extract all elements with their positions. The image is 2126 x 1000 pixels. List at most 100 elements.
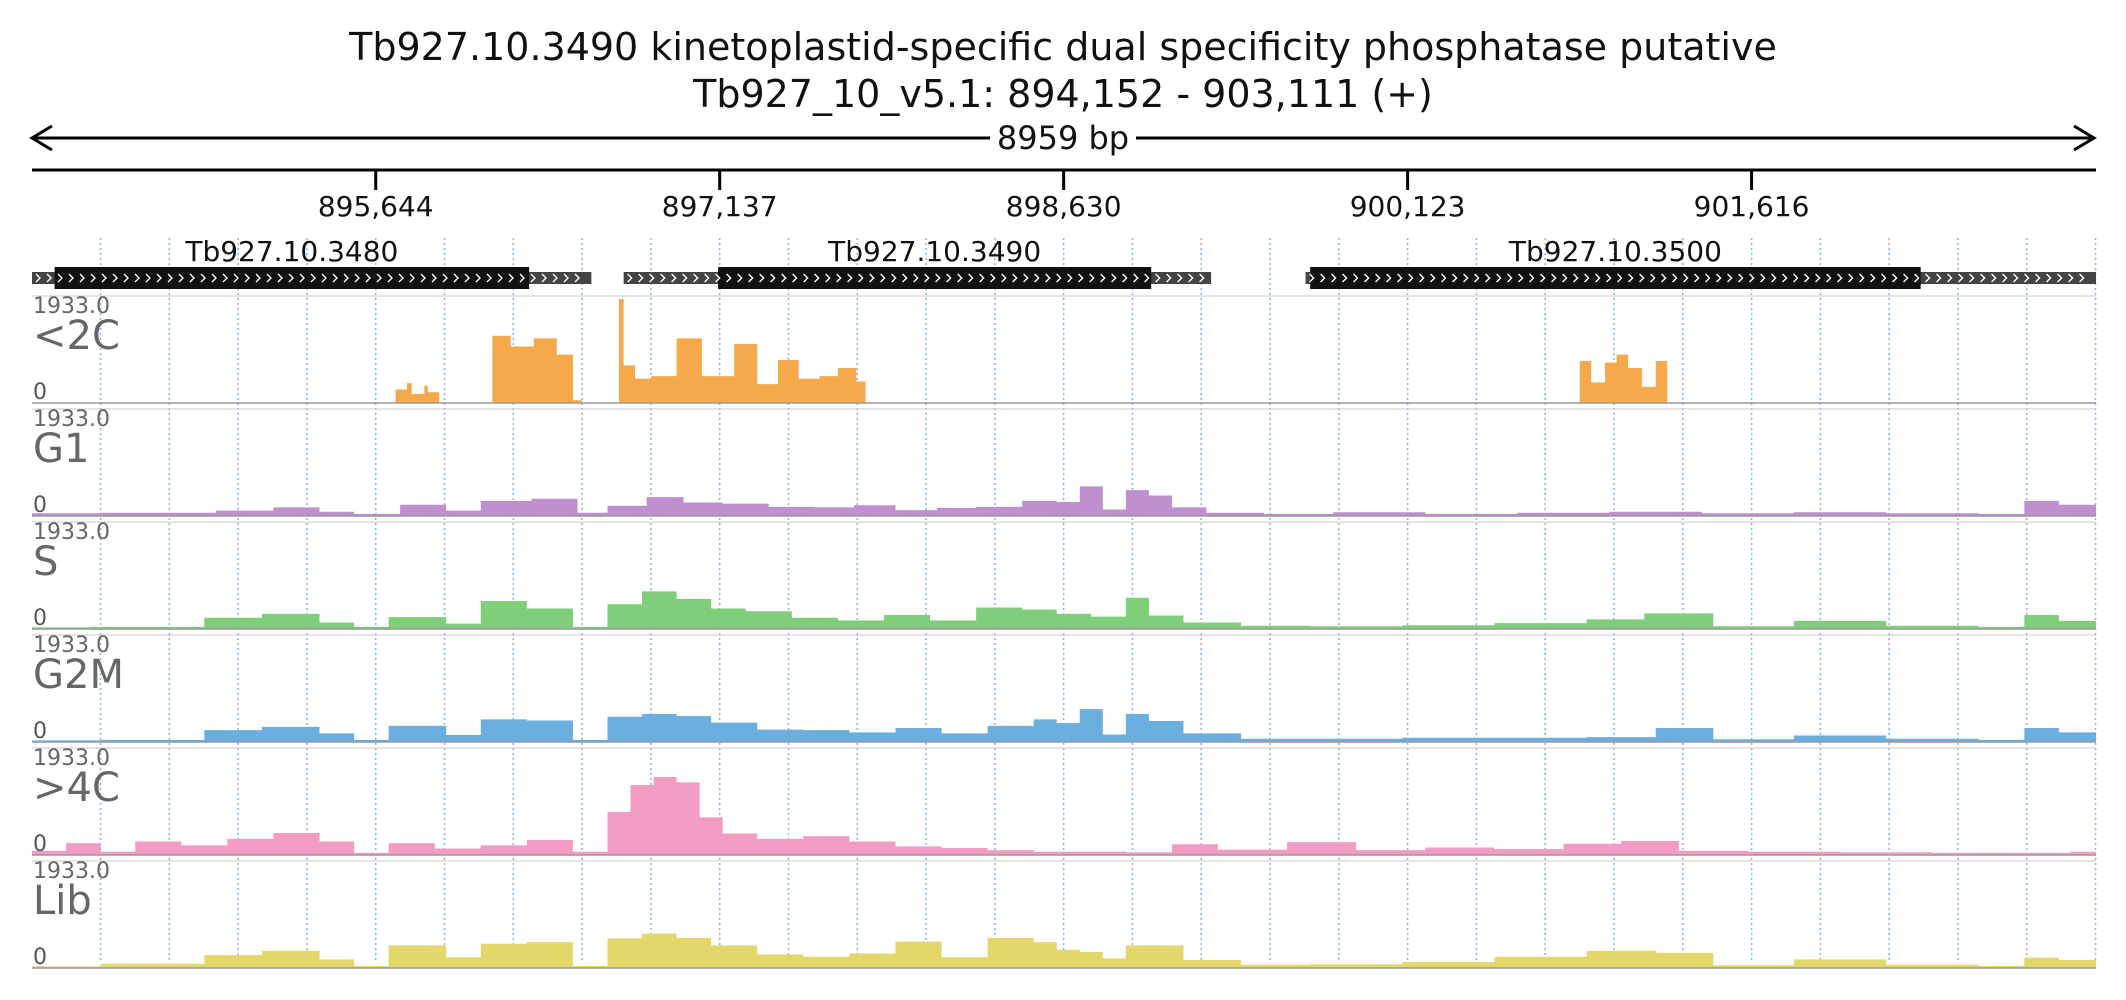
strand-arrow-icon (1573, 273, 1579, 283)
strand-arrow-icon (2079, 273, 2085, 283)
strand-arrow-icon (836, 273, 842, 283)
figure-subtitle: Tb927_10_v5.1: 894,152 - 903,111 (+) (692, 72, 1433, 116)
coverage-series (32, 933, 2096, 968)
strand-arrow-icon (1936, 273, 1942, 283)
strand-arrow-icon (979, 273, 985, 283)
strand-arrow-icon (1452, 273, 1458, 283)
strand-arrow-icon (726, 273, 732, 283)
strand-arrow-icon (464, 273, 470, 283)
gene-label: Tb927.10.3480 (184, 235, 398, 268)
strand-arrow-icon (638, 273, 644, 283)
track-ymin: 0 (33, 380, 47, 405)
strand-arrow-icon (1419, 273, 1425, 283)
strand-arrow-icon (847, 273, 853, 283)
strand-arrow-icon (858, 273, 864, 283)
strand-arrow-icon (1474, 273, 1480, 283)
strand-arrow-icon (1177, 273, 1183, 283)
strand-arrow-icon (233, 273, 239, 283)
strand-arrow-icon (649, 273, 655, 283)
strand-arrow-icon (57, 273, 63, 283)
strand-arrow-icon (519, 273, 525, 283)
track-ymin: 0 (33, 719, 47, 744)
strand-arrow-icon (814, 273, 820, 283)
strand-arrow-icon (660, 273, 666, 283)
strand-arrow-icon (574, 273, 580, 283)
strand-arrow-icon (1133, 273, 1139, 283)
strand-arrow-icon (671, 273, 677, 283)
strand-arrow-icon (1397, 273, 1403, 283)
track-label: >4C (33, 765, 120, 811)
strand-arrow-icon (1023, 273, 1029, 283)
strand-arrow-icon (255, 273, 261, 283)
strand-arrow-icon (288, 273, 294, 283)
strand-arrow-icon (1716, 273, 1722, 283)
strand-arrow-icon (167, 273, 173, 283)
strand-arrow-icon (1364, 273, 1370, 283)
gene-label: Tb927.10.3500 (1508, 235, 1722, 268)
strand-arrow-icon (486, 273, 492, 283)
strand-arrow-icon (1463, 273, 1469, 283)
strand-arrow-icon (508, 273, 514, 283)
strand-arrow-icon (1595, 273, 1601, 283)
strand-arrow-icon (420, 273, 426, 283)
strand-arrow-icon (1661, 273, 1667, 283)
strand-arrow-icon (1606, 273, 1612, 283)
strand-arrow-icon (1760, 273, 1766, 283)
track-3: 1933.0 0 G2M (32, 633, 2096, 744)
strand-arrow-icon (541, 273, 547, 283)
strand-arrow-icon (1199, 273, 1205, 283)
grid-lines (99, 238, 2097, 963)
strand-arrow-icon (354, 273, 360, 283)
track-ymax: 1933.0 (33, 520, 110, 545)
strand-arrow-icon (431, 273, 437, 283)
strand-arrow-icon (200, 273, 206, 283)
strand-arrow-icon (1518, 273, 1524, 283)
strand-arrow-icon (277, 273, 283, 283)
strand-arrow-icon (387, 273, 393, 283)
strand-arrow-icon (90, 273, 96, 283)
figure-title: Tb927.10.3490 kinetoplastid-specific dua… (348, 25, 1777, 69)
strand-arrow-icon (781, 273, 787, 283)
track-ymax: 1933.0 (33, 633, 110, 658)
strand-arrow-icon (79, 273, 85, 283)
strand-arrow-icon (1496, 273, 1502, 283)
coverage-series (395, 383, 440, 403)
strand-arrow-icon (145, 273, 151, 283)
span-arrow-right-icon (2073, 124, 2097, 152)
strand-arrow-icon (1749, 273, 1755, 283)
coverage-series (32, 776, 2096, 855)
gene-track: Tb927.10.3480 Tb927.10.3490 Tb927.10.3500 (32, 235, 2096, 289)
strand-arrow-icon (1551, 273, 1557, 283)
strand-arrow-icon (1980, 273, 1986, 283)
strand-arrow-icon (748, 273, 754, 283)
strand-arrow-icon (409, 273, 415, 283)
strand-arrow-icon (211, 273, 217, 283)
track-4: 1933.0 0 >4C (32, 746, 2096, 857)
strand-arrow-icon (2068, 273, 2074, 283)
track-label: S (33, 539, 58, 585)
strand-arrow-icon (1683, 273, 1689, 283)
strand-arrow-icon (1826, 273, 1832, 283)
strand-arrow-icon (1309, 273, 1315, 283)
strand-arrow-icon (902, 273, 908, 283)
strand-arrow-icon (1837, 273, 1843, 283)
gene-label: Tb927.10.3490 (827, 235, 1041, 268)
strand-arrow-icon (112, 273, 118, 283)
strand-arrow-icon (1804, 273, 1810, 283)
gene-cds (1310, 267, 1921, 289)
strand-arrow-icon (1628, 273, 1634, 283)
track-ymax: 1933.0 (33, 407, 110, 432)
strand-arrow-icon (68, 273, 74, 283)
strand-arrow-icon (803, 273, 809, 283)
span-indicator: 8959 bp (29, 119, 2097, 157)
track-ymax: 1933.0 (33, 294, 110, 319)
strand-arrow-icon (123, 273, 129, 283)
strand-arrow-icon (1892, 273, 1898, 283)
strand-arrow-icon (398, 273, 404, 283)
coverage-tracks: 1933.00<2C1933.00G11933.00S1933.00G2M193… (32, 294, 2096, 970)
coverage-series (32, 486, 2096, 516)
strand-arrow-icon (704, 273, 710, 283)
strand-arrow-icon (1727, 273, 1733, 283)
track-ymin: 0 (33, 945, 47, 970)
